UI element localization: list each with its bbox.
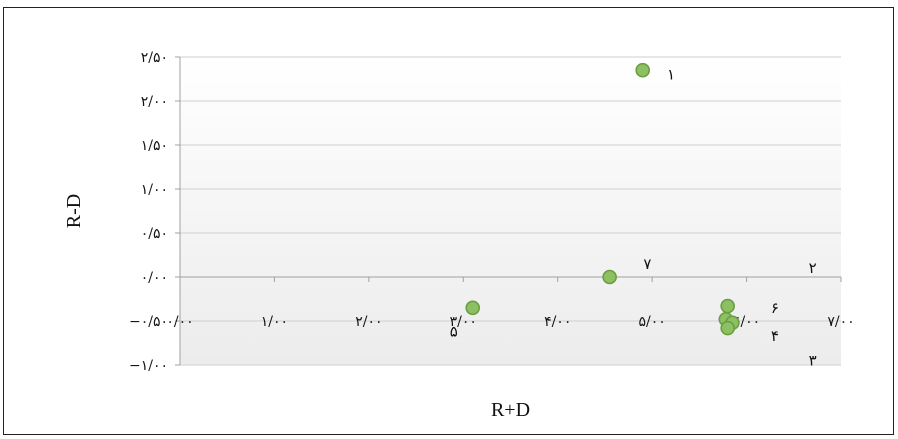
y-tick-label-3: ۰/۵۰ [141, 226, 168, 242]
plot-area [180, 57, 841, 365]
axes [175, 56, 842, 366]
data-point-4 [720, 298, 735, 314]
point-label-3: ۳ [809, 352, 817, 370]
data-point-1 [635, 62, 651, 78]
y-tick-label-0: −۱/۰۰ [129, 358, 168, 374]
x-tick-label-6: ۶/۰۰ [733, 314, 760, 330]
scatter-chart: −۱/۰۰−۰/۵۰۰/۰۰۰/۵۰۱/۰۰۱/۵۰۲/۰۰۲/۵۰ ۰/۰۰ ۱… [63, 50, 855, 421]
data-points [465, 62, 740, 336]
data-point-7 [720, 320, 735, 336]
y-axis-title: R-D [63, 194, 85, 228]
x-tick-label-7: ۷/۰۰ [827, 314, 854, 330]
chart-frame: −۱/۰۰ −۰/۵۰ ۰/۰۰ ۰/۵۰ ۱/۰۰ ۱/۵۰ ۲/۰۰ ۲/۵۰ ۰/۰۰ ۱… [3, 7, 894, 435]
data-point-3 [465, 300, 481, 316]
x-tick-label-2: ۲/۰۰ [355, 314, 382, 330]
point-label-4: ۴ [771, 327, 779, 345]
point-label-6: ۶ [771, 299, 779, 317]
y-tick-label-6: ۲/۰۰ [141, 94, 168, 110]
point-label-2: ۲ [809, 259, 817, 277]
point-label-1: ۱ [667, 66, 675, 84]
gridlines [180, 56, 841, 366]
point-label-7: ۷ [643, 255, 651, 273]
y-tick-label-5: ۱/۵۰ [141, 138, 168, 154]
x-tick-label-0: ۰/۰۰ [166, 314, 193, 330]
x-tick-label-1: ۱/۰۰ [261, 314, 288, 330]
x-axis-title: R+D [491, 399, 530, 421]
y-tick-label-4: ۱/۰۰ [141, 182, 168, 198]
y-tick-label-7: ۲/۵۰ [141, 50, 168, 66]
x-tick-labels: ۰/۰۰ ۱/۰۰ ۲/۰۰ ۳/۰۰ ۴/۰۰ ۵/۰۰ ۶/۰۰ ۷/۰۰ [166, 314, 854, 330]
x-tick-label-5: ۵/۰۰ [639, 314, 666, 330]
x-tick-label-4: ۴/۰۰ [544, 314, 571, 330]
point-label-5: ۵ [450, 323, 458, 341]
y-tick-label-2: ۰/۰۰ [141, 270, 168, 286]
y-tick-labels: −۱/۰۰ −۰/۵۰ ۰/۰۰ ۰/۵۰ ۱/۰۰ ۱/۵۰ ۲/۰۰ ۲/۵۰ [129, 50, 168, 374]
y-tick-label-1: −۰/۵۰ [129, 314, 168, 330]
data-point-2 [602, 269, 617, 285]
annotations: ۱ ۲ ۳ ۴ ۵ ۶ ۷ [450, 66, 817, 370]
x-tick-label-3: ۳/۰۰ [450, 314, 477, 330]
